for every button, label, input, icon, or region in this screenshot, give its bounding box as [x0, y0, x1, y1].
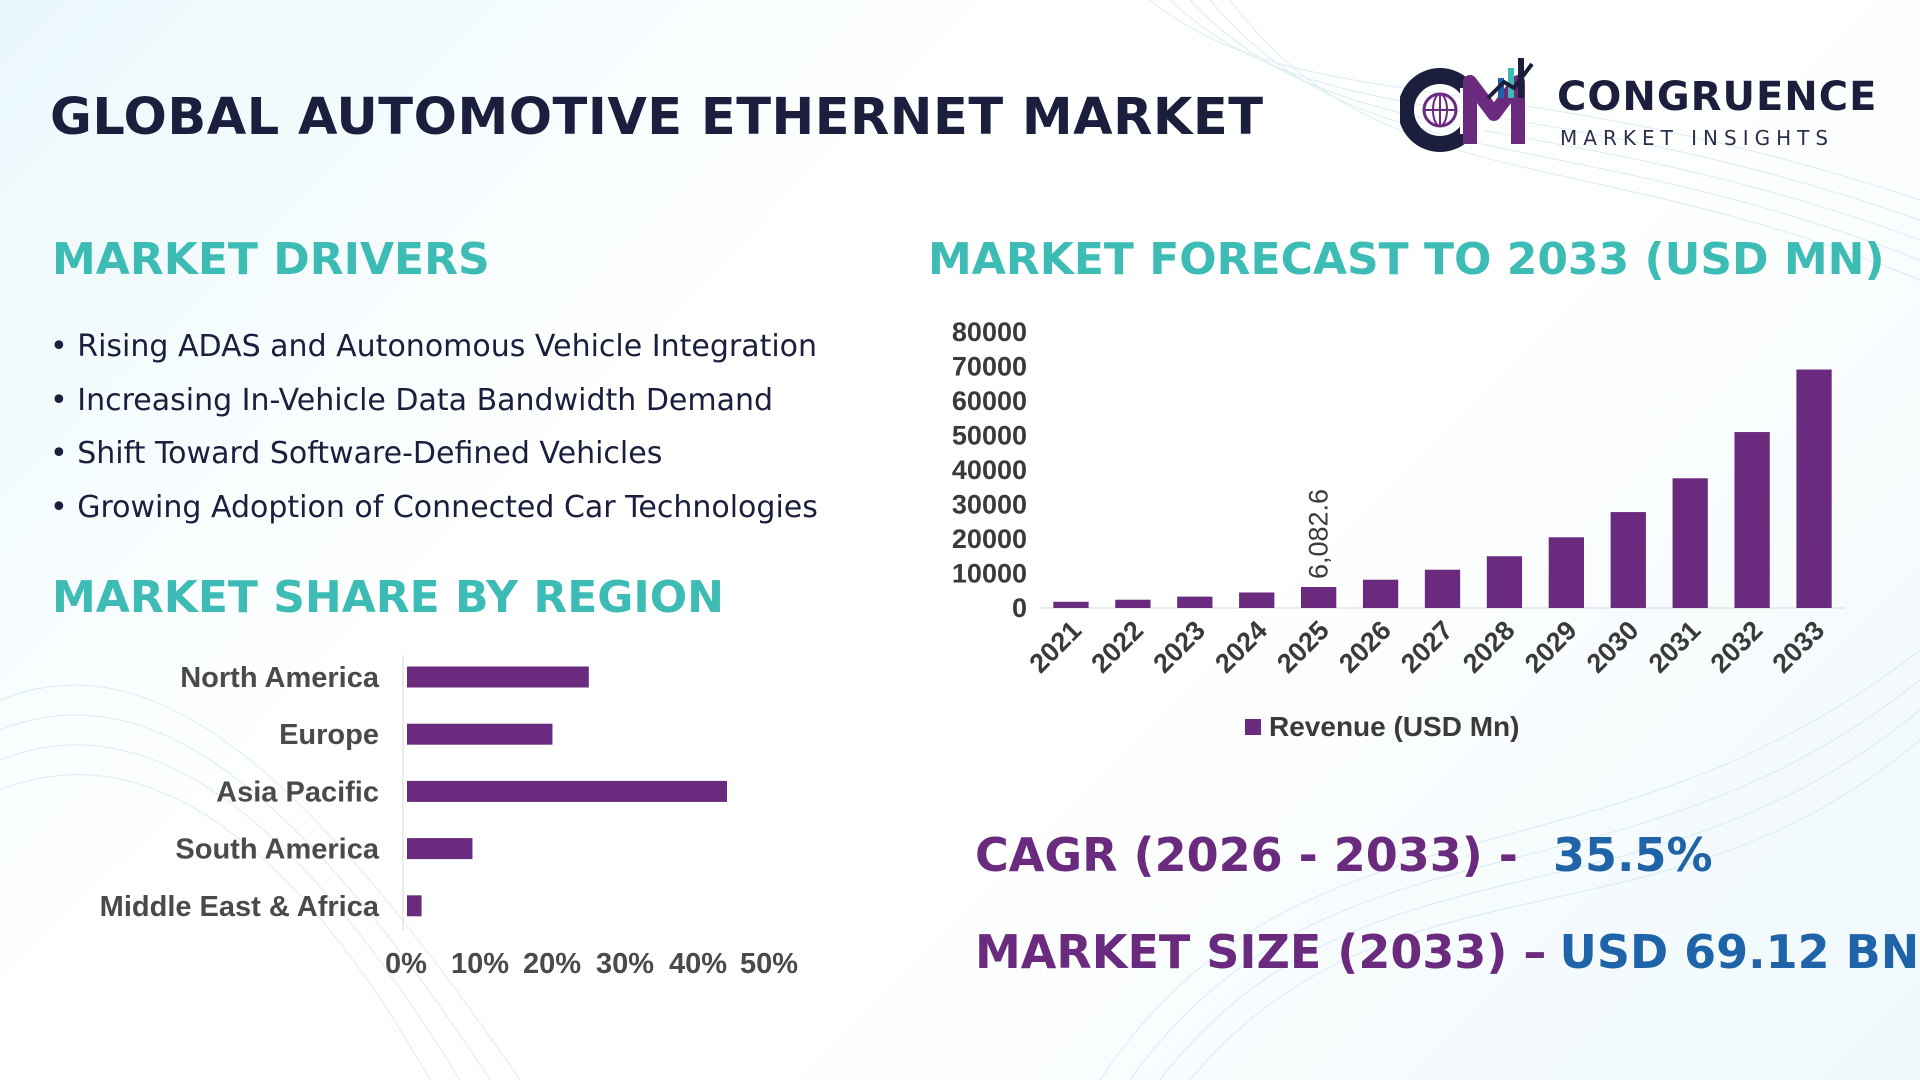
- region-title: MARKET SHARE BY REGION: [52, 572, 724, 623]
- cagr-value: 35.5%: [1552, 828, 1713, 882]
- driver-item: Increasing In-Vehicle Data Bandwidth Dem…: [50, 374, 818, 428]
- x-tick-label: 2027: [1395, 615, 1459, 679]
- forecast-title: MARKET FORECAST TO 2033 (USD MN): [928, 234, 1885, 285]
- forecast-bar: [1796, 369, 1832, 608]
- driver-item: Shift Toward Software-Defined Vehicles: [50, 427, 818, 481]
- x-tick-label: 0%: [385, 948, 427, 980]
- driver-item: Growing Adoption of Connected Car Techno…: [50, 481, 818, 535]
- region-bar: [407, 838, 473, 860]
- x-tick-label: 2025: [1271, 615, 1335, 679]
- region-label: Europe: [279, 719, 379, 751]
- region-label: Middle East & Africa: [100, 891, 380, 923]
- x-tick-label: 2022: [1085, 615, 1149, 679]
- y-tick-label: 50000: [952, 421, 1027, 451]
- logo-name: CONGRUENCE: [1557, 74, 1878, 120]
- x-tick-label: 10%: [451, 948, 509, 980]
- x-tick-label: 2029: [1519, 615, 1583, 679]
- forecast-bar: [1239, 592, 1275, 608]
- page-title: GLOBAL AUTOMOTIVE ETHERNET MARKET: [50, 88, 1264, 147]
- x-tick-label: 2033: [1767, 615, 1831, 679]
- x-tick-label: 2023: [1147, 615, 1211, 679]
- y-tick-label: 30000: [952, 490, 1027, 520]
- region-bar: [407, 666, 589, 688]
- x-tick-label: 2021: [1024, 615, 1088, 679]
- y-tick-label: 20000: [952, 524, 1027, 554]
- forecast-bar: [1115, 599, 1151, 608]
- y-tick-label: 10000: [952, 559, 1027, 589]
- y-tick-label: 0: [1012, 593, 1027, 623]
- forecast-bar: [1548, 537, 1584, 608]
- region-bar: [407, 780, 727, 802]
- forecast-bar: [1301, 587, 1337, 608]
- forecast-bar: [1734, 432, 1770, 608]
- cagr-stat: CAGR (2026 - 2033) - 35.5%: [975, 828, 1713, 882]
- data-label: 6,082.6: [1304, 489, 1334, 579]
- y-tick-label: 70000: [952, 352, 1027, 382]
- x-tick-label: 2030: [1581, 615, 1645, 679]
- forecast-bar: [1672, 478, 1708, 608]
- x-tick-label: 2031: [1643, 615, 1707, 679]
- logo-mark-icon: [1400, 58, 1534, 152]
- market-size-value: USD 69.12 BN: [1559, 925, 1920, 979]
- forecast-bar: [1424, 569, 1461, 608]
- x-tick-label: 2032: [1705, 615, 1769, 679]
- market-size-stat: MARKET SIZE (2033) – USD 69.12 BN: [975, 925, 1919, 979]
- company-logo: CONGRUENCE MARKET INSIGHTS: [1400, 52, 1880, 162]
- x-tick-label: 2028: [1457, 615, 1521, 679]
- x-tick-label: 40%: [669, 948, 727, 980]
- y-tick-label: 60000: [952, 386, 1027, 416]
- x-tick-label: 20%: [523, 948, 581, 980]
- forecast-bar: [1610, 512, 1646, 608]
- forecast-bar: [1486, 556, 1523, 608]
- market-size-label: MARKET SIZE (2033) –: [975, 925, 1547, 979]
- x-tick-label: 2024: [1209, 615, 1273, 679]
- region-label: South America: [175, 834, 379, 866]
- legend-swatch: [1245, 719, 1261, 735]
- region-label: North America: [180, 662, 380, 694]
- region-bar: [407, 723, 553, 745]
- drivers-title: MARKET DRIVERS: [52, 234, 490, 285]
- y-tick-label: 40000: [952, 455, 1027, 485]
- forecast-bar: [1362, 579, 1399, 608]
- region-bar: [407, 895, 422, 917]
- cagr-label: CAGR (2026 - 2033) -: [975, 828, 1518, 882]
- driver-item: Rising ADAS and Autonomous Vehicle Integ…: [50, 320, 818, 374]
- forecast-bar: [1053, 601, 1089, 608]
- x-tick-label: 50%: [740, 948, 798, 980]
- y-tick-label: 80000: [952, 317, 1027, 347]
- forecast-bar: [1177, 596, 1213, 608]
- drivers-list: Rising ADAS and Autonomous Vehicle Integ…: [50, 320, 818, 534]
- x-tick-label: 30%: [596, 948, 654, 980]
- logo-tagline: MARKET INSIGHTS: [1560, 126, 1835, 150]
- region-label: Asia Pacific: [216, 776, 379, 808]
- x-tick-label: 2026: [1333, 615, 1397, 679]
- region-share-bar-chart: North America Europe Asia Pacific South Ame…: [100, 655, 798, 980]
- forecast-bar-chart: 80000 70000 60000 50000 40000 30000 20000 10000…: [952, 317, 1845, 742]
- legend-label: Revenue (USD Mn): [1269, 711, 1519, 742]
